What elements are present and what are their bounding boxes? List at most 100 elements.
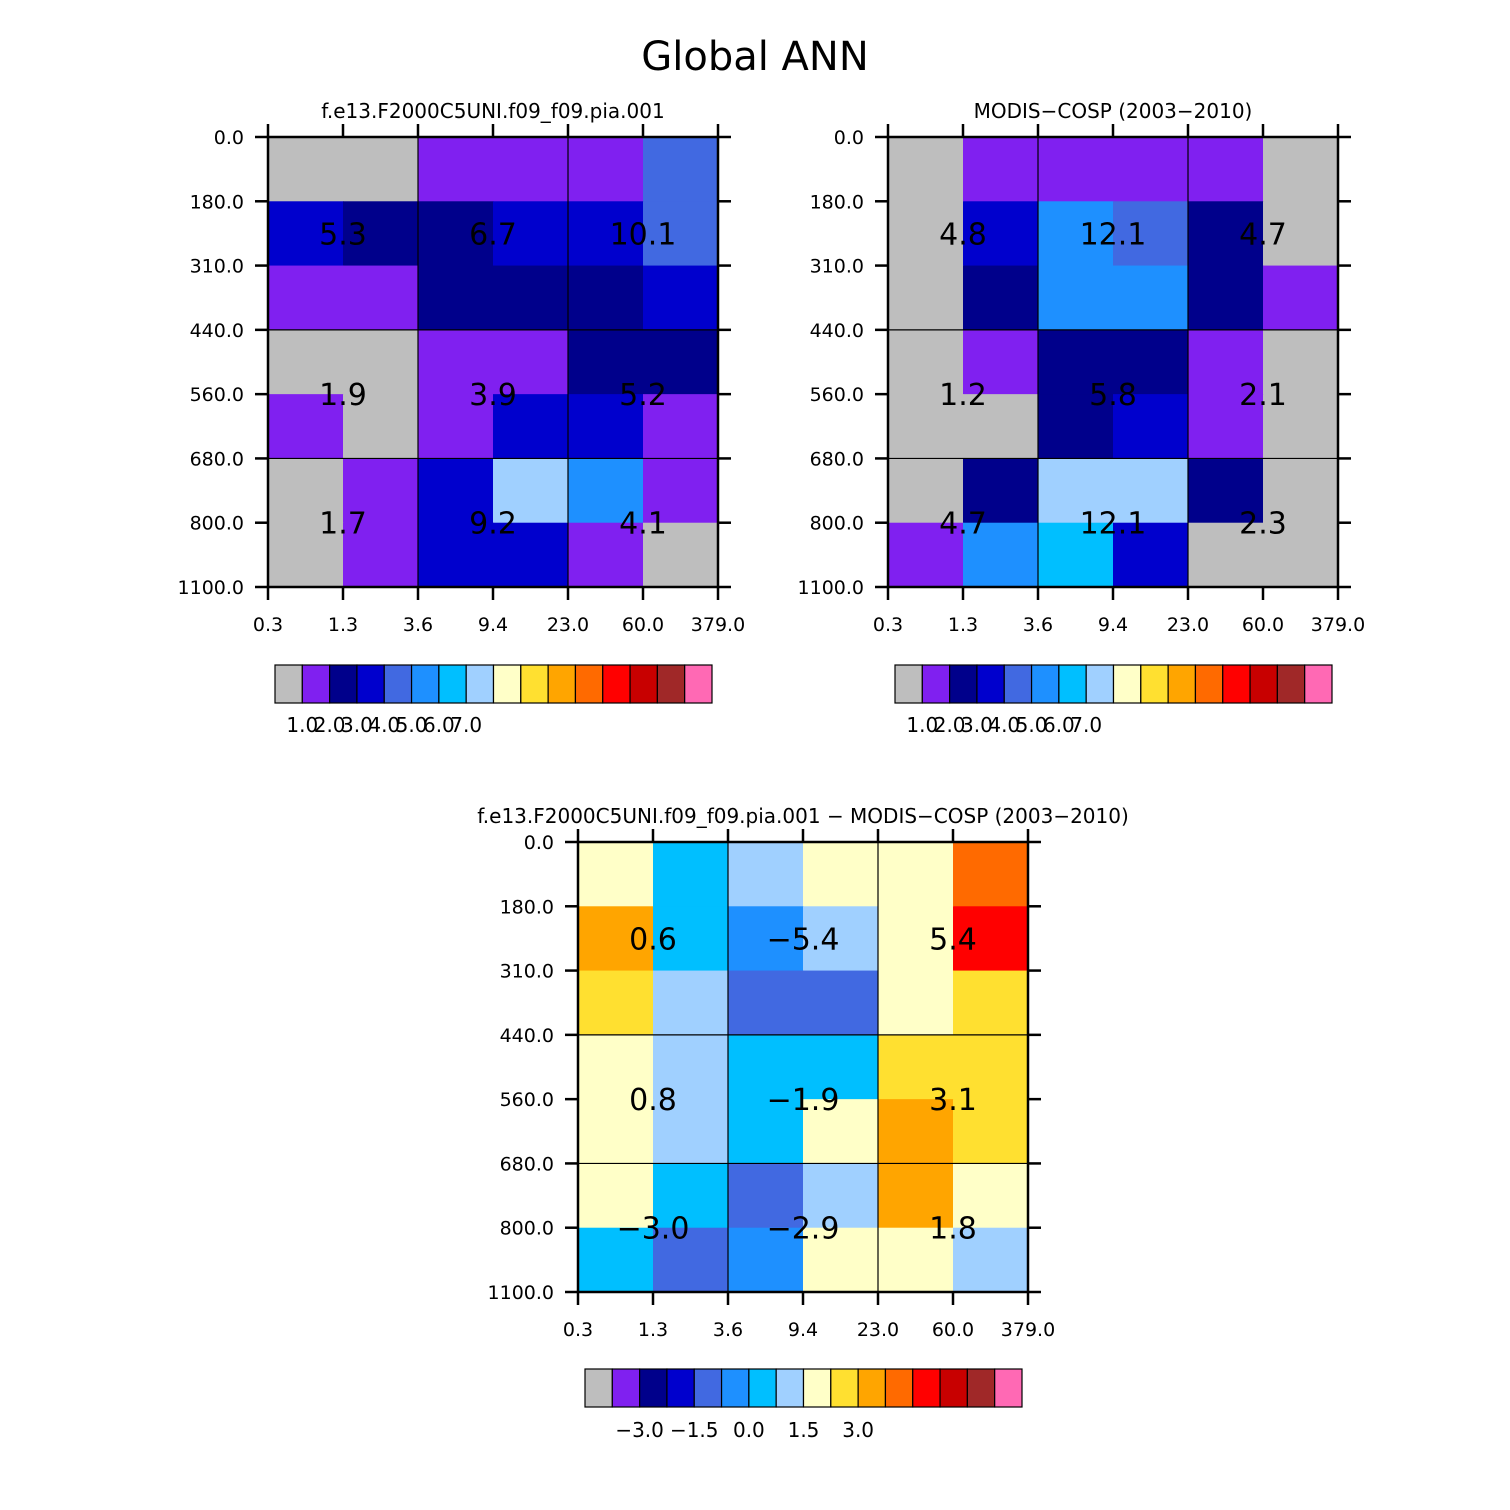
heatmap-cell <box>878 906 954 972</box>
colorbar-swatch <box>1194 664 1224 704</box>
y-tick-label: 440.0 <box>810 320 864 342</box>
heatmap-cell <box>268 329 344 395</box>
heatmap-cell <box>728 906 804 972</box>
heatmap-cell <box>493 329 569 395</box>
heatmap-cell <box>878 1163 954 1229</box>
x-tick-label: 3.6 <box>403 614 433 636</box>
y-tick-label: 560.0 <box>500 1089 554 1111</box>
heatmap-cell <box>728 1227 804 1293</box>
y-tick-label: 800.0 <box>810 513 864 535</box>
heatmap-cell <box>888 522 964 588</box>
heatmap-cell <box>268 458 344 524</box>
heatmap-cell <box>1263 137 1339 202</box>
colorbar-tick-label: 4.0 <box>988 713 1020 737</box>
charts: f.e13.F2000C5UNI.f09_f09.pia.001 5.3 6.7 10… <box>178 99 1366 1442</box>
colorbar-swatch <box>356 664 385 704</box>
heatmap-cell <box>643 458 719 524</box>
block-value-label: −2.9 <box>767 1212 840 1247</box>
colorbar-tick-label: 6.0 <box>1043 713 1075 737</box>
heatmap-cell <box>568 394 644 460</box>
heatmap-cell <box>728 842 804 907</box>
y-tick-label: 1100.0 <box>488 1282 554 1304</box>
heatmap-cell <box>493 458 569 524</box>
heatmap-cell <box>268 394 344 460</box>
block-value-label: 6.7 <box>469 217 517 252</box>
colorbar-swatch <box>639 1368 668 1408</box>
heatmap-cell <box>963 329 1039 395</box>
heatmap-cell <box>953 1163 1029 1229</box>
heatmap-cell <box>1263 265 1339 331</box>
heatmap-cell <box>963 458 1039 524</box>
colorbar-tick-label: 7.0 <box>1070 713 1102 737</box>
heatmap-cell <box>653 906 729 972</box>
colorbar-swatch <box>438 664 467 704</box>
block-value-label: 5.8 <box>1089 378 1137 413</box>
heatmap-cell <box>803 970 879 1036</box>
heatmap-cell <box>953 970 1029 1036</box>
colorbar-tick-label: 3.0 <box>842 1418 874 1442</box>
block-value-label: −1.9 <box>767 1083 840 1118</box>
heatmap-cell <box>568 265 644 331</box>
colorbar-tick-label: 5.0 <box>396 713 428 737</box>
heatmap-cell <box>343 329 419 395</box>
y-tick-label: 560.0 <box>190 384 244 406</box>
heatmap-cell <box>418 137 494 202</box>
heatmap-cell <box>493 522 569 588</box>
heatmap-cell <box>268 201 344 267</box>
colorbar-swatch <box>602 664 631 704</box>
heatmap-cell <box>653 970 729 1036</box>
colorbar-swatch <box>274 664 303 704</box>
colorbar: −3.0 −1.5 0.0 1.5 3.0 <box>584 1368 1023 1442</box>
heatmap-cell <box>728 1099 804 1165</box>
heatmap-cell <box>578 906 654 972</box>
x-tick-label: 0.3 <box>253 614 283 636</box>
colorbar-swatch <box>693 1368 723 1408</box>
colorbar-swatch <box>976 664 1005 704</box>
heatmap-cell <box>643 265 719 331</box>
heatmap-cell <box>643 137 719 202</box>
colorbar: 1.02.03.04.05.06.07.0 <box>894 664 1333 737</box>
colorbar-tick-label: 1.0 <box>286 713 318 737</box>
heatmap-cell <box>1188 394 1264 460</box>
heatmap-cell <box>1188 137 1264 202</box>
heatmap-cell <box>568 458 644 524</box>
block-value-label: 9.2 <box>469 507 517 542</box>
heatmap-cell <box>343 394 419 460</box>
heatmap-cell <box>493 201 569 267</box>
colorbar-tick-label: 0.0 <box>733 1418 765 1442</box>
heatmap-cell <box>343 458 419 524</box>
block-value-label: 12.1 <box>1080 507 1147 542</box>
block-value-label: 10.1 <box>610 217 677 252</box>
colorbar-swatch <box>383 664 413 704</box>
heatmap-cell <box>963 522 1039 588</box>
x-tick-label: 60.0 <box>932 1319 974 1341</box>
heatmap-cell <box>1113 329 1189 395</box>
heatmap-cell <box>728 1163 804 1229</box>
colorbar-swatch <box>410 664 440 704</box>
heatmap-cell <box>568 137 644 202</box>
heatmap-cell <box>568 522 644 588</box>
block-value-label: 1.9 <box>319 378 367 413</box>
block-value-label: 3.1 <box>929 1083 977 1118</box>
heatmap-cell <box>578 1034 654 1100</box>
heatmap-cell <box>418 201 494 267</box>
colorbar-swatch <box>775 1368 805 1408</box>
x-tick-label: 0.3 <box>563 1319 593 1341</box>
heatmap-cell <box>1188 265 1264 331</box>
heatmap-cell <box>343 522 419 588</box>
y-tick-label: 440.0 <box>500 1025 554 1047</box>
colorbar-swatch <box>966 1368 996 1408</box>
colorbar-swatch <box>857 1368 887 1408</box>
block-value-label: 2.3 <box>1239 507 1287 542</box>
y-tick-label: 0.0 <box>834 127 864 149</box>
heatmap-cell <box>1263 329 1339 395</box>
heatmap-cell <box>888 394 964 460</box>
colorbar-tick-label: 7.0 <box>450 713 482 737</box>
heatmap-cell <box>578 970 654 1036</box>
heatmap-cell <box>1038 329 1114 395</box>
x-tick-label: 9.4 <box>1098 614 1128 636</box>
x-tick-label: 1.3 <box>638 1319 668 1341</box>
heatmap-cell <box>418 394 494 460</box>
heatmap-cell <box>878 1034 954 1100</box>
